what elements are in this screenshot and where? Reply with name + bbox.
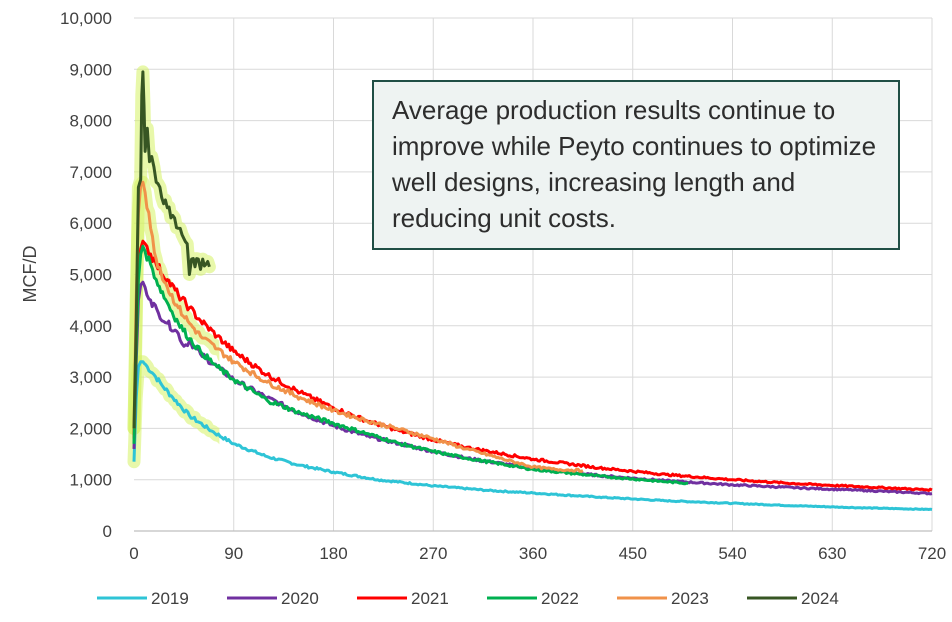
x-tick-label: 630 <box>818 544 846 563</box>
legend-label-2021: 2021 <box>411 589 449 608</box>
y-tick-label: 6,000 <box>69 214 112 233</box>
y-tick-label: 5,000 <box>69 266 112 285</box>
series-line-2021 <box>132 239 933 492</box>
x-tick-label: 450 <box>619 544 647 563</box>
y-axis-title: MCF/D <box>20 246 40 303</box>
y-tick-label: 0 <box>103 522 112 541</box>
y-tick-label: 10,000 <box>60 9 112 28</box>
x-tick-label: 90 <box>224 544 243 563</box>
y-tick-label: 1,000 <box>69 471 112 490</box>
x-tick-label: 720 <box>918 544 946 563</box>
legend-label-2019: 2019 <box>151 589 189 608</box>
series-line-2019 <box>132 360 933 511</box>
x-tick-label: 540 <box>718 544 746 563</box>
x-tick-label: 180 <box>319 544 347 563</box>
x-tick-label: 360 <box>519 544 547 563</box>
y-tick-label: 2,000 <box>69 419 112 438</box>
series-line-2022 <box>132 244 689 486</box>
legend-label-2022: 2022 <box>541 589 579 608</box>
legend-label-2024: 2024 <box>801 589 839 608</box>
legend-label-2020: 2020 <box>281 589 319 608</box>
y-tick-label: 9,000 <box>69 60 112 79</box>
series-line-2024 <box>132 70 211 429</box>
y-tick-label: 3,000 <box>69 368 112 387</box>
annotation-callout: Average production results continue to i… <box>372 80 900 250</box>
y-tick-label: 4,000 <box>69 317 112 336</box>
series-line-2023 <box>132 180 584 473</box>
y-tick-label: 8,000 <box>69 112 112 131</box>
series-lines <box>127 65 933 511</box>
x-axis-ticks: 0 90 180 270 360 450 540 630 720 <box>129 544 946 563</box>
legend: 2019 2020 2021 2022 2023 2024 <box>97 589 839 608</box>
legend-label-2023: 2023 <box>671 589 709 608</box>
y-axis-ticks: 0 1,000 2,000 3,000 4,000 5,000 6,000 7,000 8,00… <box>60 9 112 541</box>
x-tick-label: 270 <box>419 544 447 563</box>
x-tick-label: 0 <box>129 544 138 563</box>
y-tick-label: 7,000 <box>69 163 112 182</box>
